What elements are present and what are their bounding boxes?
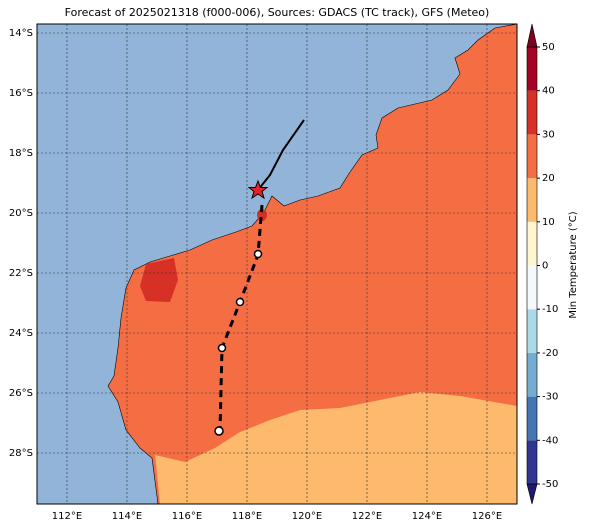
colorbar-tick-label: -40 (542, 435, 558, 446)
colorbar-tick-label: -20 (542, 348, 558, 359)
colorbar-band (527, 396, 537, 441)
lon-label: 112°E (52, 511, 82, 522)
storm-position (247, 179, 269, 200)
lat-label: 28°S (9, 448, 33, 459)
lon-label: 118°E (232, 511, 262, 522)
colorbar-band (527, 47, 537, 91)
colorbar-band (527, 134, 537, 179)
lat-label: 24°S (9, 328, 33, 339)
colorbar-tick-label: 0 (542, 261, 548, 272)
track-point (235, 297, 245, 307)
colorbar-over (526, 23, 538, 48)
lat-label: 22°S (9, 268, 33, 279)
lon-label: 126°E (472, 511, 502, 522)
graticule (37, 24, 517, 504)
lat-label: 26°S (9, 388, 33, 399)
colorbar: -50 -40 -30 -20 -10 0 10 20 30 40 50 (526, 23, 558, 505)
colorbar-tick-label: -50 (542, 479, 558, 490)
colorbar-tick-label: -10 (542, 304, 558, 315)
lat-label: 20°S (9, 208, 33, 219)
lat-label: 18°S (9, 148, 33, 159)
colorbar-band (527, 90, 537, 135)
colorbar-tick-label: 30 (542, 129, 555, 140)
colorbar-tick-label: 20 (542, 173, 555, 184)
colorbar-tick-label: 40 (542, 86, 555, 97)
colorbar-tick-label: 50 (542, 42, 555, 53)
colorbar-under (526, 483, 538, 505)
lat-label: 16°S (9, 88, 33, 99)
colorbar-tick-label: -30 (542, 392, 558, 403)
track-point (214, 426, 224, 436)
observed-track (257, 119, 305, 191)
cool-zone (155, 392, 517, 504)
colorbar-band (527, 221, 537, 266)
track-point (253, 249, 263, 259)
colorbar-band (527, 352, 537, 397)
land (107, 24, 517, 504)
map-area (37, 24, 517, 504)
colorbar-band (527, 440, 537, 484)
lon-label: 114°E (112, 511, 142, 522)
track-point (217, 343, 227, 353)
lat-label: 14°S (9, 28, 33, 39)
warm-patch (140, 258, 178, 302)
colorbar-band (527, 178, 537, 222)
lon-label: 124°E (412, 511, 442, 522)
colorbar-tick-label: 10 (542, 217, 555, 228)
colorbar-band (527, 265, 537, 310)
map-title: Forecast of 2025021318 (f000-006), Sourc… (65, 6, 490, 19)
lon-label: 122°E (352, 511, 382, 522)
lon-label: 116°E (172, 511, 202, 522)
lon-label: 120°E (292, 511, 322, 522)
colorbar-label: Min Temperature (°C) (568, 211, 579, 318)
colorbar-band (527, 309, 537, 353)
map-frame (36, 23, 518, 505)
